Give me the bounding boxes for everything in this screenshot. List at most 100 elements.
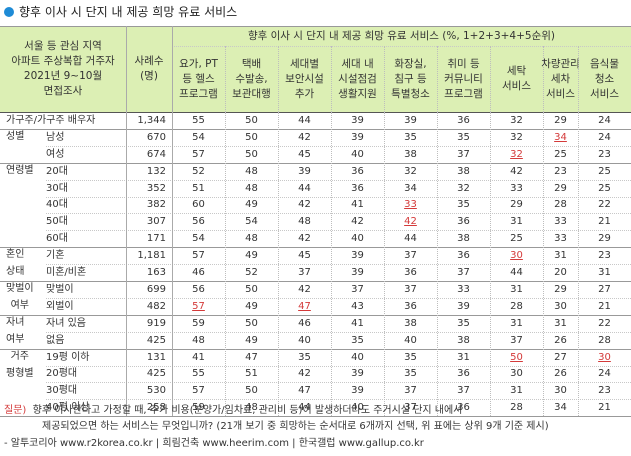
- data-cell: 33: [404, 199, 417, 211]
- column-header-text: 차량관리 세차 서비스: [541, 57, 580, 102]
- data-cell: 38: [457, 334, 470, 346]
- footer-question-cont: 제공되었으면 하는 서비스는 무엇입니까? (21개 보기 중 희망하는 순서대…: [42, 421, 549, 432]
- data-cell: 41: [351, 317, 364, 329]
- data-cell: 48: [192, 334, 205, 346]
- row-divider: [46, 297, 631, 299]
- data-cell: 37: [298, 267, 311, 279]
- column-separator: [437, 46, 438, 112]
- data-cell: 37: [404, 283, 417, 295]
- data-cell: 55: [192, 114, 205, 126]
- sample-size: 132: [146, 165, 166, 177]
- data-cell: 36: [457, 402, 470, 414]
- header-split-line: [172, 46, 631, 47]
- row-label: 30대: [46, 182, 68, 194]
- data-cell: 35: [404, 351, 417, 363]
- data-cell: 39: [351, 131, 364, 143]
- data-cell: 50: [510, 351, 523, 363]
- data-cell: 38: [457, 233, 470, 245]
- header-line: 침구 등: [394, 72, 427, 85]
- data-cell: 34: [554, 131, 567, 143]
- data-cell: 26: [554, 334, 567, 346]
- data-cell: 29: [598, 233, 611, 245]
- row-divider: [46, 179, 631, 181]
- data-cell: 32: [510, 131, 523, 143]
- header-line: 평형별: [6, 367, 34, 379]
- row-label: 없음: [46, 334, 65, 346]
- body-column-separator: [490, 112, 491, 417]
- data-cell: 39: [404, 114, 417, 126]
- page-title: 향후 이사 시 단지 내 제공 희망 유료 서비스: [4, 2, 237, 22]
- data-cell: 30: [510, 250, 523, 262]
- header-line: 여부: [10, 299, 29, 311]
- data-cell: 37: [404, 402, 417, 414]
- survey-info: 서울 등 관심 지역 아파트 주상복합 거주자 2021년 9~10월 면접조사: [0, 26, 126, 112]
- data-cell: 39: [351, 250, 364, 262]
- body-column-separator: [578, 112, 579, 417]
- data-cell: 51: [192, 182, 205, 194]
- data-cell: 49: [245, 334, 258, 346]
- data-cell: 57: [192, 385, 205, 397]
- group-divider: [0, 348, 631, 350]
- data-cell: 36: [404, 267, 417, 279]
- data-cell: 21: [598, 216, 611, 228]
- group-label: 거주 평형별: [6, 349, 46, 383]
- header-line: 요가, PT: [179, 57, 218, 70]
- row-divider: [46, 382, 631, 384]
- data-cell: 35: [404, 368, 417, 380]
- data-cell: 45: [298, 250, 311, 262]
- data-cell: 44: [298, 182, 311, 194]
- header-line: 등 헬스: [182, 72, 215, 85]
- row-label: 맞벌이: [46, 283, 74, 295]
- data-cell: 44: [404, 233, 417, 245]
- data-cell: 36: [457, 216, 470, 228]
- data-cell: 48: [245, 233, 258, 245]
- body-separator: [172, 112, 173, 417]
- sample-size: 425: [146, 334, 166, 346]
- row-label: 40평 이상: [46, 402, 90, 414]
- header-line: 차량관리: [541, 57, 580, 70]
- data-cell: 30: [554, 385, 567, 397]
- group-divider: [0, 162, 631, 164]
- data-cell: 37: [457, 385, 470, 397]
- header-line: 택배: [241, 57, 262, 70]
- data-cell: 36: [457, 368, 470, 380]
- group-label-text: 맞벌이 여부: [6, 281, 34, 315]
- data-cell: 43: [351, 300, 364, 312]
- group-label-text: 자녀 여부: [6, 315, 24, 349]
- data-cell: 29: [554, 283, 567, 295]
- data-cell: 27: [598, 283, 611, 295]
- header-top-line: [0, 26, 631, 27]
- data-cell: 44: [298, 114, 311, 126]
- data-cell: 29: [554, 114, 567, 126]
- row-label: 남성: [46, 131, 65, 143]
- header-line: 혼인: [6, 249, 25, 261]
- data-cell: 36: [351, 165, 364, 177]
- column-header: 차량관리 세차 서비스: [541, 46, 580, 112]
- data-cell: 35: [351, 334, 364, 346]
- row-label: 20평대: [46, 368, 78, 380]
- column-separator: [384, 46, 385, 112]
- column-header-text: 세대별 보안시설 추가: [285, 57, 324, 102]
- data-cell: 30: [598, 351, 611, 363]
- column-header: 세탁 서비스: [490, 46, 543, 112]
- data-cell: 37: [457, 148, 470, 160]
- data-cell: 42: [404, 216, 417, 228]
- group-divider: [0, 247, 631, 249]
- row-divider: [46, 213, 631, 215]
- data-cell: 38: [404, 317, 417, 329]
- data-cell: 31: [510, 385, 523, 397]
- group-divider: [0, 314, 631, 316]
- group-divider: [0, 416, 631, 418]
- sample-size: 482: [146, 300, 166, 312]
- data-cell: 49: [245, 300, 258, 312]
- group-divider: [0, 128, 631, 130]
- data-cell: 46: [192, 267, 205, 279]
- row-label: 기혼: [46, 250, 65, 262]
- data-cell: 20: [554, 267, 567, 279]
- header-line: 음식물: [590, 57, 619, 70]
- data-cell: 60: [192, 199, 205, 211]
- column-header: 요가, PT 등 헬스 프로그램: [172, 46, 225, 112]
- group-label-text: 거주 평형별: [6, 349, 34, 383]
- header-line: 여부: [6, 333, 25, 345]
- column-header-text: 세탁 서비스: [502, 64, 531, 94]
